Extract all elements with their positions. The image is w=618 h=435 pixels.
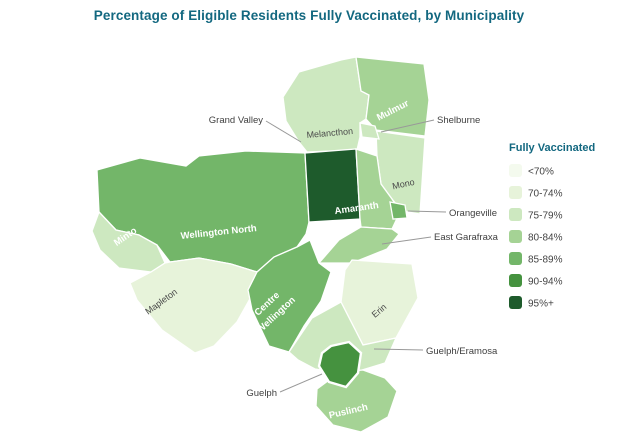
legend-label-80-84: 80-84% bbox=[528, 233, 563, 244]
label-guelph: Guelph bbox=[246, 388, 277, 399]
region-east-garafraxa[interactable] bbox=[317, 226, 400, 264]
legend-swatch-70-74 bbox=[509, 186, 522, 199]
region-orangeville[interactable] bbox=[389, 201, 408, 220]
legend: Fully Vaccinated <70% 70-74% 75-79% 80-8… bbox=[509, 142, 595, 310]
label-mono: Mono bbox=[391, 177, 415, 191]
region-guelph-eramosa[interactable] bbox=[288, 301, 398, 375]
region-melancthon[interactable] bbox=[282, 56, 370, 153]
legend-label-90-94: 90-94% bbox=[528, 277, 563, 288]
legend-swatch-75-79 bbox=[509, 208, 522, 221]
map-regions bbox=[91, 56, 430, 433]
leader-line-guelph-eramosa bbox=[373, 348, 424, 351]
legend-swatch-80-84 bbox=[509, 230, 522, 243]
label-guelph-eramosa: Guelph/Eramosa bbox=[426, 346, 498, 357]
region-shelburne[interactable] bbox=[359, 122, 380, 140]
callout-labels: Grand Valley Shelburne Orangeville East … bbox=[209, 115, 499, 399]
legend-swatch-95plus bbox=[509, 296, 522, 309]
leader-line-shelburne bbox=[380, 119, 435, 133]
region-centre-wellington[interactable] bbox=[247, 239, 332, 353]
legend-swatch-lt70 bbox=[509, 164, 522, 177]
region-mapleton[interactable] bbox=[129, 257, 258, 354]
leader-lines bbox=[265, 119, 447, 393]
region-guelph[interactable] bbox=[317, 340, 363, 389]
legend-label-85-89: 85-89% bbox=[528, 255, 563, 266]
leader-line-orangeville bbox=[407, 210, 447, 213]
legend-label-75-79: 75-79% bbox=[528, 211, 563, 222]
label-shelburne: Shelburne bbox=[437, 115, 480, 126]
leader-line-guelph bbox=[279, 373, 323, 393]
label-melancthon: Melancthon bbox=[306, 126, 353, 140]
legend-swatch-90-94 bbox=[509, 274, 522, 287]
legend-label-lt70: <70% bbox=[528, 167, 554, 178]
label-east-garafraxa: East Garafraxa bbox=[434, 232, 499, 243]
leader-line-grand-valley bbox=[265, 120, 302, 143]
page-title: Percentage of Eligible Residents Fully V… bbox=[93, 8, 525, 23]
label-grand-valley: Grand Valley bbox=[209, 115, 263, 126]
legend-swatch-85-89 bbox=[509, 252, 522, 265]
label-orangeville: Orangeville bbox=[449, 208, 497, 219]
leader-line-east-garafraxa bbox=[381, 236, 432, 245]
legend-label-70-74: 70-74% bbox=[528, 189, 563, 200]
legend-label-95plus: 95%+ bbox=[528, 299, 554, 310]
legend-title: Fully Vaccinated bbox=[509, 142, 595, 154]
